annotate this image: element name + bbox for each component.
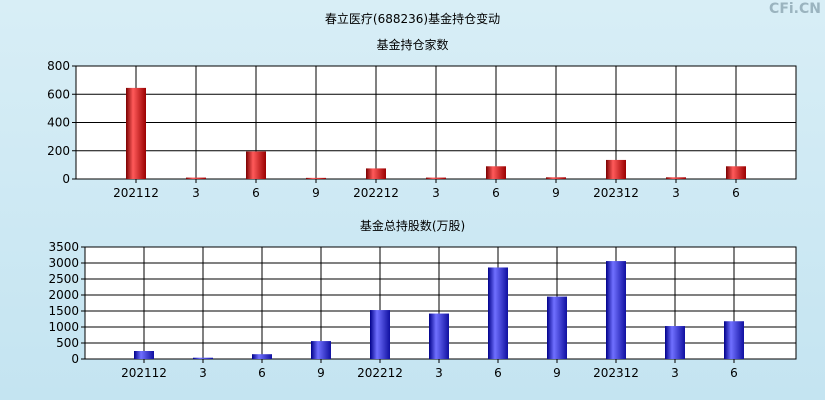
chart2-xtick-label: 202212 [357, 366, 403, 380]
chart1-xtick-label: 3 [672, 186, 680, 200]
watermark-logo: CFi.CN [769, 1, 821, 17]
chart1-bar [186, 177, 206, 179]
chart2-bar [488, 267, 508, 359]
chart2-xtick-label: 9 [553, 366, 561, 380]
chart2-bar [252, 354, 272, 359]
chart1-bar [666, 177, 686, 179]
chart2-xtick-label: 3 [435, 366, 443, 380]
chart2-xtick-label: 6 [494, 366, 502, 380]
chart2-xtick-label: 3 [199, 366, 207, 380]
chart1-bar [426, 177, 446, 179]
chart2-xtick-label: 202112 [121, 366, 167, 380]
chart1-bar [546, 177, 566, 179]
chart1-xtick-label: 6 [732, 186, 740, 200]
chart1-xtick-label: 202312 [593, 186, 639, 200]
chart2-xtick-label: 3 [671, 366, 679, 380]
chart1-xtick-label: 9 [552, 186, 560, 200]
chart2-ytick-label: 1500 [48, 304, 79, 318]
chart2-xtick-label: 6 [258, 366, 266, 380]
chart1-xtick-label: 9 [312, 186, 320, 200]
chart2-xtick-label: 202312 [593, 366, 639, 380]
chart2-ytick-label: 3500 [48, 240, 79, 254]
chart1-bar [726, 166, 746, 179]
chart1-bar [246, 151, 266, 179]
chart1-bar [306, 177, 326, 179]
chart2-bar [606, 261, 626, 359]
chart1-xtick-label: 202212 [353, 186, 399, 200]
chart1-title: 基金持仓家数 [376, 38, 449, 52]
chart2-ytick-label: 0 [71, 352, 79, 366]
chart1-ytick-label: 0 [62, 172, 70, 186]
chart2-xtick-label: 9 [317, 366, 325, 380]
chart-main-title: 春立医疗(688236)基金持仓变动 [324, 12, 501, 26]
chart1-ytick-label: 400 [47, 116, 70, 130]
chart2-title: 基金总持股数(万股) [359, 219, 466, 233]
chart1-xtick-label: 6 [252, 186, 260, 200]
chart2-group: 0 500 1000 1500 2000 2500 3000 3500 202112 3 6 9 202… [48, 240, 797, 380]
chart1-group: 0 200 400 600 800 202112 3 6 9 202212 3 6 9 202312 3 6 [47, 59, 797, 200]
chart2-xtick-label: 6 [730, 366, 738, 380]
chart2-bar [724, 321, 744, 359]
chart2-ytick-label: 1000 [48, 320, 79, 334]
chart2-bar [134, 351, 154, 359]
chart1-bar [366, 168, 386, 179]
chart1-ytick-label: 600 [47, 87, 70, 101]
chart1-xtick-label: 6 [492, 186, 500, 200]
chart1-bar [606, 159, 626, 179]
chart2-bar [547, 296, 567, 359]
chart1-xtick-label: 3 [192, 186, 200, 200]
chart1-xtick-label: 202112 [113, 186, 159, 200]
chart2-bar [665, 326, 685, 359]
chart2-ytick-label: 2500 [48, 272, 79, 286]
chart2-ytick-label: 500 [56, 336, 79, 350]
chart2-bar [370, 310, 390, 359]
chart2-ytick-label: 3000 [48, 256, 79, 270]
chart1-bar [486, 166, 506, 179]
chart2-bar [429, 313, 449, 359]
chart2-bar [311, 341, 331, 359]
chart1-ytick-label: 200 [47, 144, 70, 158]
chart2-bar [193, 357, 213, 359]
chart1-bar [126, 87, 146, 179]
chart1-xtick-label: 3 [432, 186, 440, 200]
chart1-ytick-label: 800 [47, 59, 70, 73]
chart2-ytick-label: 2000 [48, 288, 79, 302]
